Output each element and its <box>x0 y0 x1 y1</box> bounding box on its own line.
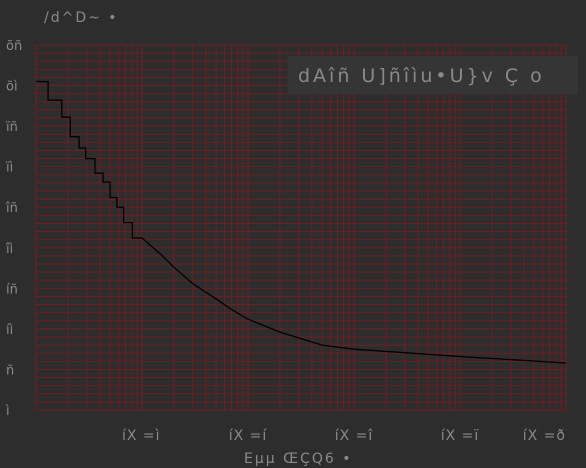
legend-entry-label: dAîñ U]ñîìu•U}v Ç o <box>298 65 545 87</box>
y-tick-labels: õñ õì ïñ ïì îñ îì íñ íì ñ ì <box>5 39 22 419</box>
y-axis-label: /d^D~ • <box>44 10 119 26</box>
x-tick-label: íX =ï <box>441 428 480 444</box>
x-tick-label: íX =í <box>229 428 268 444</box>
y-tick-label: õì <box>6 80 18 95</box>
y-tick-label: õñ <box>6 39 22 54</box>
series-line <box>36 80 567 364</box>
legend-box <box>288 56 578 94</box>
y-tick-label: ì <box>5 404 10 419</box>
legend: dAîñ U]ñîìu•U}v Ç o <box>288 56 578 94</box>
x-tick-label: íX =ð <box>523 428 566 444</box>
x-tick-label: íX =î <box>335 428 374 444</box>
y-tick-label: ïì <box>5 161 13 176</box>
x-tick-labels: íX =ì íX =í íX =î íX =ï íX =ð <box>122 428 566 444</box>
grid <box>35 44 567 411</box>
y-tick-label: îì <box>5 242 13 257</box>
x-tick-label: íX =ì <box>122 428 161 444</box>
y-tick-label: ïñ <box>5 120 18 135</box>
y-tick-label: íñ <box>6 282 18 297</box>
x-axis-label: Eµµ ŒÇQ6 • <box>244 451 353 467</box>
y-tick-label: ñ <box>6 363 14 378</box>
y-tick-label: íì <box>6 323 13 338</box>
series-layer <box>36 80 567 364</box>
y-tick-label: îñ <box>5 201 18 216</box>
